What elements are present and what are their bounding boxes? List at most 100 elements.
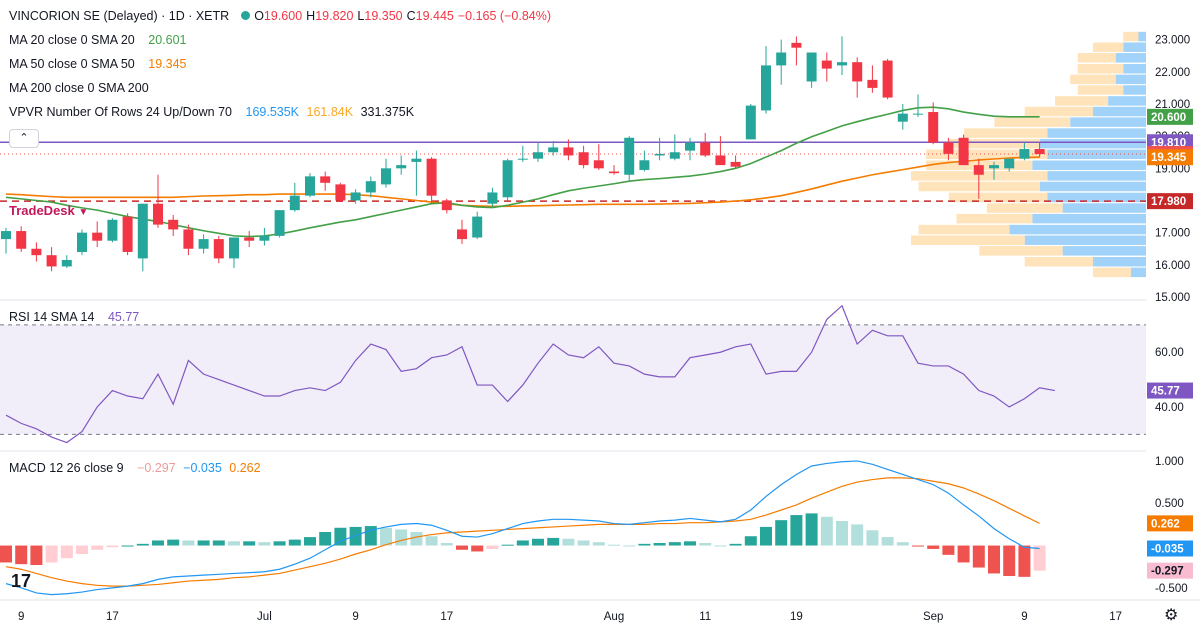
candle-body [624, 137, 635, 175]
candle-body [426, 158, 437, 196]
candle-body [320, 176, 331, 183]
macd-histogram-bar [60, 545, 73, 559]
vp-row-up [1108, 96, 1146, 106]
vp-row-up [1039, 138, 1146, 149]
candle-body [168, 219, 179, 230]
legend-macd[interactable]: MACD 12 26 close 9 −0.297 −0.035 0.262 [9, 461, 265, 475]
broker-brand[interactable]: TradeDesk ▼ [9, 203, 88, 218]
candle-body [730, 161, 741, 167]
macd-histogram-bar [30, 545, 43, 565]
candle-body [122, 216, 133, 252]
price-tick-label: 19.000 [1155, 163, 1190, 175]
candle-body [92, 232, 103, 241]
macd-histogram-bar [121, 545, 134, 547]
macd-tick-label: 0.500 [1155, 498, 1184, 510]
price-badge [1147, 149, 1193, 166]
macd-histogram-bar [15, 545, 28, 565]
vp-row-down [1092, 267, 1131, 278]
legend-macd-label: MACD 12 26 close 9 [9, 461, 124, 475]
ma50-line [5, 156, 1040, 208]
macd-histogram-bar [0, 545, 12, 563]
rsi-tick-label: 40.00 [1155, 402, 1184, 414]
candle-body [289, 195, 300, 211]
candle-body [335, 184, 346, 201]
time-tick-label: Jul [257, 611, 272, 623]
legend-vpvr-total: 331.375K [360, 105, 415, 119]
legend-ma200[interactable]: MA 200 close 0 SMA 200 [9, 81, 153, 95]
macd-histogram-bar [532, 538, 544, 546]
candle-body [928, 112, 939, 143]
settings-gear-icon[interactable]: ⚙ [1164, 607, 1179, 624]
macd-histogram-bar [775, 520, 788, 546]
vp-row-down [1070, 74, 1116, 85]
macd-histogram-bar [699, 543, 712, 546]
macd-histogram-bar [866, 530, 879, 546]
candle-body [153, 203, 163, 225]
candle-body [609, 171, 619, 174]
candle-body [1034, 149, 1045, 155]
legend-ma50[interactable]: MA 50 close 0 SMA 50 19.345 [9, 57, 190, 71]
time-tick-label: 9 [18, 611, 24, 623]
macd-histogram-bar [136, 543, 149, 546]
vp-row-down [956, 213, 1033, 224]
macd-histogram-bar [106, 545, 119, 548]
macd-signal-line [5, 477, 1040, 587]
candle-body [517, 158, 528, 160]
macd-histogram-bar [972, 545, 985, 568]
candle-body [244, 237, 255, 241]
candle-body [183, 229, 194, 249]
macd-histogram-bar [851, 524, 864, 546]
candle-body [897, 113, 908, 122]
macd-histogram-bar [212, 540, 225, 546]
macd-histogram-bar [304, 537, 316, 546]
tradingview-logo-icon[interactable]: 17 [11, 571, 32, 591]
legend-rsi[interactable]: RSI 14 SMA 14 45.77 [9, 310, 143, 324]
legend-ma20[interactable]: MA 20 close 0 SMA 20 20.601 [9, 33, 190, 47]
vp-row-up [1032, 160, 1146, 171]
candle-body [791, 42, 802, 48]
candle-body [745, 105, 756, 140]
macd-tick-label: -0.500 [1155, 583, 1188, 595]
vp-row-up [1115, 53, 1146, 63]
price-tick-label: 23.000 [1155, 35, 1190, 47]
vp-row-down [979, 246, 1063, 256]
macd-histogram-bar [592, 542, 605, 546]
rsi-band [0, 324, 1146, 435]
macd-badge-label: -0.297 [1151, 566, 1184, 578]
price-badge [1147, 193, 1193, 210]
macd-histogram-bar [349, 526, 362, 546]
ohlc-low: 19.350 [364, 9, 403, 23]
macd-histogram-bar [258, 542, 271, 546]
macd-histogram-bar [152, 540, 164, 546]
macd-histogram-bar [1003, 545, 1016, 576]
macd-histogram-bar [714, 545, 727, 547]
candle-body [107, 219, 118, 241]
time-tick-label: 17 [1109, 611, 1122, 623]
macd-histogram-bar [273, 541, 286, 546]
time-tick-label: 17 [106, 611, 119, 623]
legend-vpvr[interactable]: VPVR Number Of Rows 24 Up/Down 70 169.53… [9, 105, 418, 119]
macd-histogram-bar [790, 515, 803, 546]
candle-body [761, 65, 771, 111]
legend-rsi-value: 45.77 [107, 310, 140, 324]
legend-macd-value: −0.035 [183, 461, 222, 475]
candle-body [685, 142, 695, 151]
candle-body [1004, 158, 1015, 169]
candle-body [913, 113, 923, 115]
macd-histogram-bar [76, 545, 88, 554]
vp-row-down [964, 128, 1048, 138]
vp-row-down [948, 192, 1048, 203]
legend-ma50-label: MA 50 close 0 SMA 50 [9, 57, 135, 71]
candle-body [578, 152, 589, 166]
macd-tick-label: 1.000 [1155, 456, 1184, 468]
macd-histogram-bar [486, 545, 499, 549]
candle-body [274, 210, 285, 236]
macd-histogram-bar [243, 541, 256, 546]
candle-body [396, 165, 407, 169]
candle-body [639, 160, 650, 170]
collapse-legend-button[interactable]: ⌃ [9, 129, 39, 148]
vp-row-down [1092, 42, 1124, 52]
candle-body [457, 229, 467, 240]
macd-histogram-bar [197, 540, 210, 546]
